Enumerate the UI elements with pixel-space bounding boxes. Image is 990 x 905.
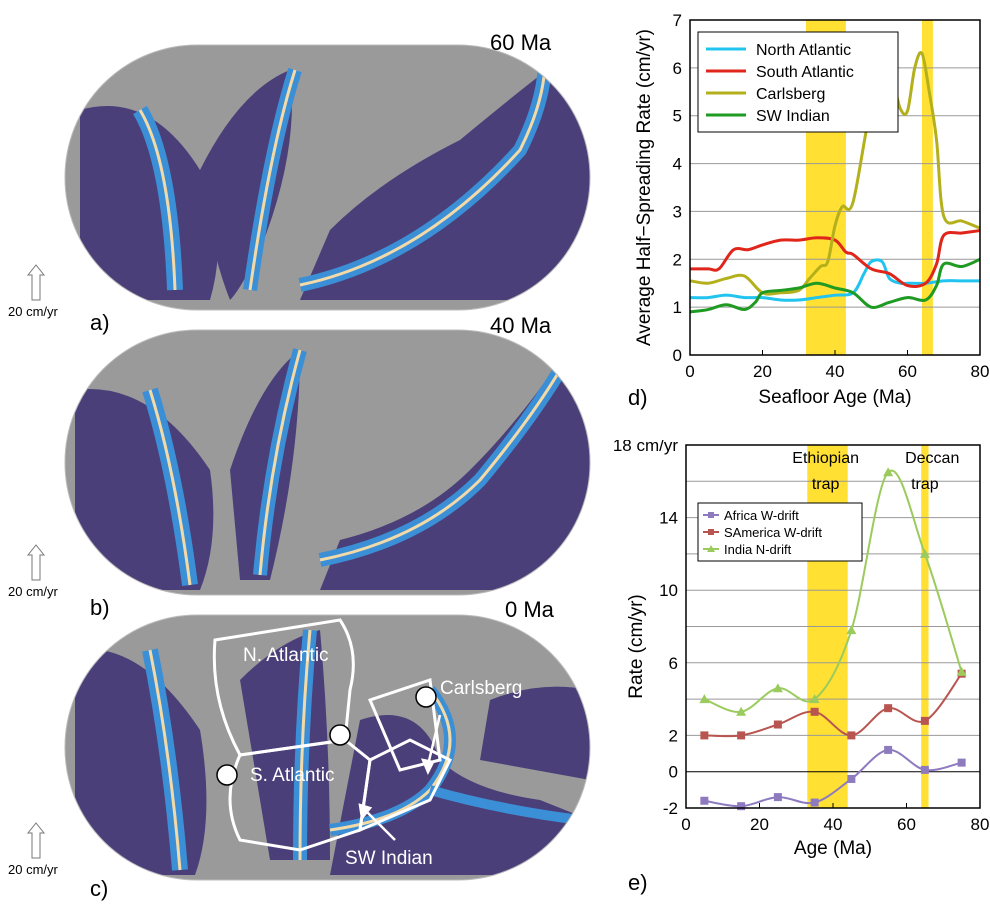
plot-frame bbox=[685, 444, 981, 809]
x-tick-label: 60 bbox=[897, 815, 916, 834]
chart-d: 0 1 2 3 4 5 6 7 0 20 40 60 80 North Atlantic South Atl… bbox=[628, 11, 990, 410]
legend-marker bbox=[708, 529, 714, 535]
annotation-ethiopian-trap: trap bbox=[812, 476, 840, 493]
y-tick-label: -2 bbox=[663, 799, 678, 818]
y-tick-label: 3 bbox=[673, 202, 682, 221]
data-point bbox=[737, 731, 746, 740]
data-point bbox=[846, 625, 857, 635]
data-point bbox=[736, 706, 747, 716]
y-tick-label: 5 bbox=[673, 107, 682, 126]
y-tick-label: 0 bbox=[669, 763, 678, 782]
data-point bbox=[772, 683, 783, 693]
scale-label-a: 20 cm/yr bbox=[8, 304, 58, 319]
panel-letter-e: e) bbox=[628, 870, 648, 895]
x-tick-label: 0 bbox=[681, 815, 690, 834]
x-axis-label: Seafloor Age (Ma) bbox=[758, 387, 911, 408]
region-label-sw-indian: SW Indian bbox=[345, 848, 433, 869]
y-tick-label: 1 bbox=[673, 298, 682, 317]
data-point bbox=[699, 694, 710, 704]
map-0ma bbox=[65, 615, 590, 880]
legend-marker bbox=[708, 512, 714, 518]
maps-figure bbox=[64, 44, 591, 881]
legend-label: SW Indian bbox=[756, 108, 830, 125]
legend-label: SAmerica W-drift bbox=[724, 525, 822, 540]
map-age-60: 60 Ma bbox=[490, 30, 552, 55]
legend-label: Africa W-drift bbox=[724, 508, 799, 523]
plot-frame bbox=[689, 19, 981, 356]
x-tick-label: 80 bbox=[971, 362, 990, 381]
data-point bbox=[737, 802, 746, 811]
legend-marker bbox=[707, 545, 715, 552]
x-tick-label: 60 bbox=[898, 362, 917, 381]
y-tick-label: 6 bbox=[669, 654, 678, 673]
data-point bbox=[810, 798, 819, 807]
annotation-deccan: Deccan bbox=[905, 450, 959, 467]
data-point bbox=[847, 731, 856, 740]
scale-label-c: 20 cm/yr bbox=[8, 862, 58, 877]
panel-letter-a: a) bbox=[90, 310, 110, 335]
region-markers bbox=[216, 686, 437, 786]
annotation-deccan-trap: trap bbox=[911, 476, 939, 493]
region-label-s-atlantic: S. Atlantic bbox=[250, 765, 335, 786]
data-point bbox=[809, 694, 820, 704]
y-tick-label: 14 bbox=[659, 509, 678, 528]
data-point bbox=[920, 716, 929, 725]
y-tick-label: 0 bbox=[673, 346, 682, 365]
y-axis-label: Rate (cm/yr) bbox=[626, 594, 647, 699]
data-point bbox=[773, 793, 782, 802]
legend-label: Carlsberg bbox=[756, 86, 825, 103]
panel-letter-b: b) bbox=[90, 595, 110, 620]
data-point bbox=[810, 707, 819, 716]
data-point bbox=[884, 745, 893, 754]
y-tick-label: 2 bbox=[673, 250, 682, 269]
panel-letter-d: d) bbox=[628, 385, 648, 410]
x-tick-label: 80 bbox=[971, 815, 990, 834]
map-age-0: 0 Ma bbox=[505, 597, 554, 622]
data-point bbox=[773, 720, 782, 729]
legend-label: India N-drift bbox=[724, 542, 792, 557]
x-axis-label: Age (Ma) bbox=[794, 838, 872, 859]
data-point bbox=[956, 666, 967, 676]
series-line-south-atlantic bbox=[690, 229, 981, 288]
y-tick-label: 7 bbox=[673, 11, 682, 30]
data-point bbox=[700, 731, 709, 740]
y-tick-label: 4 bbox=[673, 155, 682, 174]
annotation-ethiopian: Ethiopian bbox=[792, 450, 859, 467]
legend-box bbox=[697, 502, 863, 562]
legend-label: South Atlantic bbox=[756, 64, 854, 81]
y-tick-label: 18 cm/yr bbox=[613, 440, 679, 455]
region-label-carlsberg: Carlsberg bbox=[440, 678, 523, 699]
y-tick-label: 10 bbox=[659, 581, 678, 600]
x-tick-label: 40 bbox=[824, 815, 843, 834]
data-point bbox=[884, 704, 893, 713]
series-line-sw-indian bbox=[689, 257, 981, 314]
data-point bbox=[957, 758, 966, 767]
y-axis-label: Average Half−Spreading Rate (cm/yr) bbox=[634, 29, 655, 346]
map-age-40: 40 Ma bbox=[490, 313, 552, 338]
panel-letter-c: c) bbox=[90, 876, 109, 901]
data-point bbox=[883, 467, 894, 477]
data-point bbox=[919, 548, 930, 558]
map-60ma bbox=[65, 45, 590, 310]
scale-label-b: 20 cm/yr bbox=[8, 584, 58, 599]
x-tick-label: 20 bbox=[750, 815, 769, 834]
y-tick-label: 6 bbox=[673, 59, 682, 78]
data-point bbox=[700, 796, 709, 805]
x-tick-label: 40 bbox=[826, 362, 845, 381]
region-arrows bbox=[358, 714, 442, 841]
data-point bbox=[920, 765, 929, 774]
x-tick-label: 20 bbox=[753, 362, 772, 381]
scale-arrows bbox=[26, 264, 46, 859]
highlight-band-1 bbox=[922, 20, 933, 355]
region-label-n-atlantic: N. Atlantic bbox=[243, 645, 329, 666]
y-tick-label: 2 bbox=[669, 726, 678, 745]
legend-label: North Atlantic bbox=[756, 42, 851, 59]
x-tick-label: 0 bbox=[685, 362, 694, 381]
map-40ma bbox=[65, 330, 590, 595]
data-point bbox=[847, 774, 856, 783]
